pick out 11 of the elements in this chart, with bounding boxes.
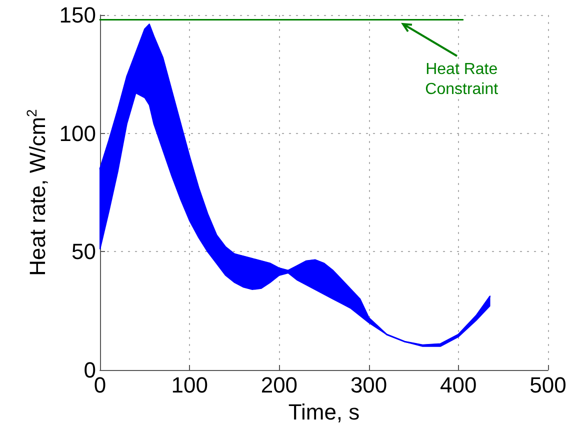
x-axis-title: Time, s bbox=[288, 399, 360, 424]
x-tick-label: 400 bbox=[440, 372, 477, 398]
x-tick-label: 100 bbox=[171, 372, 208, 398]
x-tick-label: 200 bbox=[260, 372, 298, 398]
annotation: Heat Rate Constraint bbox=[425, 60, 498, 100]
y-tick-label: 150 bbox=[59, 2, 96, 28]
x-tick-label: 300 bbox=[350, 372, 388, 398]
y-tick-label: 100 bbox=[59, 120, 96, 146]
y-axis-title: Heat rate, W/cm2 bbox=[23, 108, 50, 276]
x-tick-label: 500 bbox=[530, 372, 566, 398]
y-tick-label: 50 bbox=[72, 239, 96, 264]
